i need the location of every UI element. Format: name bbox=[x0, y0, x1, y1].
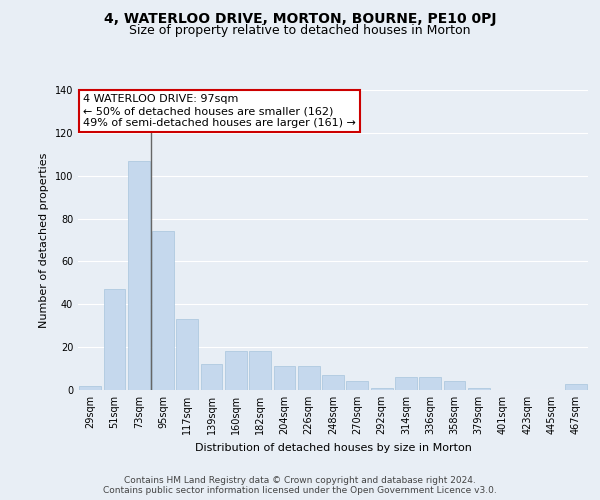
Bar bbox=[152, 232, 174, 390]
Bar bbox=[298, 366, 320, 390]
Bar bbox=[468, 388, 490, 390]
Bar bbox=[274, 366, 295, 390]
X-axis label: Distribution of detached houses by size in Morton: Distribution of detached houses by size … bbox=[194, 442, 472, 452]
Bar bbox=[395, 377, 417, 390]
Bar bbox=[419, 377, 441, 390]
Bar bbox=[128, 160, 149, 390]
Bar bbox=[225, 352, 247, 390]
Text: Contains HM Land Registry data © Crown copyright and database right 2024.
Contai: Contains HM Land Registry data © Crown c… bbox=[103, 476, 497, 495]
Bar bbox=[371, 388, 392, 390]
Bar bbox=[249, 352, 271, 390]
Bar bbox=[346, 382, 368, 390]
Bar bbox=[565, 384, 587, 390]
Text: 4 WATERLOO DRIVE: 97sqm
← 50% of detached houses are smaller (162)
49% of semi-d: 4 WATERLOO DRIVE: 97sqm ← 50% of detache… bbox=[83, 94, 356, 128]
Bar bbox=[200, 364, 223, 390]
Bar bbox=[176, 320, 198, 390]
Bar bbox=[79, 386, 101, 390]
Bar bbox=[322, 375, 344, 390]
Bar bbox=[104, 290, 125, 390]
Text: Size of property relative to detached houses in Morton: Size of property relative to detached ho… bbox=[129, 24, 471, 37]
Bar bbox=[443, 382, 466, 390]
Y-axis label: Number of detached properties: Number of detached properties bbox=[39, 152, 49, 328]
Text: 4, WATERLOO DRIVE, MORTON, BOURNE, PE10 0PJ: 4, WATERLOO DRIVE, MORTON, BOURNE, PE10 … bbox=[104, 12, 496, 26]
